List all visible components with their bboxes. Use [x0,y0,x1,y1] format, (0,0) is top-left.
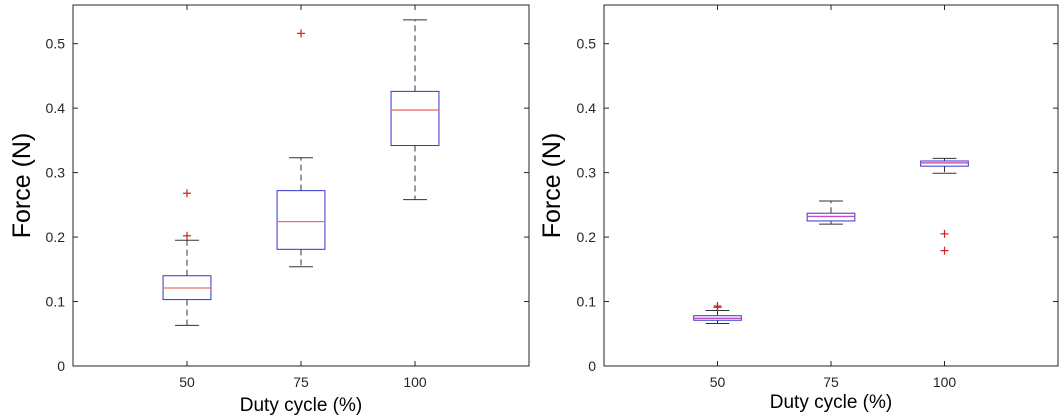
y-tick-label: 0.4 [46,100,66,116]
y-tick-label: 0.2 [46,229,66,245]
box-50 [693,302,742,324]
y-tick-label: 0 [588,358,596,374]
iqr-box [276,190,326,250]
y-tick-label: 0.4 [577,100,597,116]
x-axis-label: Duty cycle (%) [240,395,362,416]
y-tick-label: 0.1 [46,294,66,310]
y-tick-label: 0.2 [577,229,597,245]
iqr-box [390,90,440,147]
box-75 [276,29,326,268]
y-tick-label: 0.5 [577,36,597,52]
box-100 [920,157,969,255]
plot-frame [603,4,1059,367]
x-tick-label: 75 [293,374,309,390]
x-tick-label: 75 [823,374,839,390]
outlier-marker [183,189,191,198]
y-tick-label: 0 [57,358,65,374]
y-axis-label: Force (N) [8,133,36,239]
y-tick-label: 0.3 [577,165,597,181]
y-tick-label: 0.5 [46,36,66,52]
x-tick-label: 100 [933,374,957,390]
box-50 [162,189,212,326]
outlier-marker [183,231,191,240]
x-axis-label: Duty cycle (%) [770,392,892,413]
box-100 [390,19,440,201]
outlier-marker [297,29,305,38]
box-75 [806,200,856,225]
y-axis-label: Force (N) [538,133,566,239]
y-tick-label: 0.3 [46,165,66,181]
x-tick-label: 50 [710,374,726,390]
outlier-marker [940,246,949,255]
x-tick-label: 100 [403,374,427,390]
outlier-marker [713,302,722,311]
x-tick-label: 50 [179,374,195,390]
left-boxplot: 0 0.1 0.2 0.3 0.4 0.5 50 75 100 Duty cycle (%) For… [8,4,530,416]
y-tick-label: 0.1 [577,294,597,310]
right-boxplot: 0 0.1 0.2 0.3 0.4 0.5 50 75 100 Duty cycle (%) For… [538,4,1059,413]
outlier-marker [940,229,949,238]
